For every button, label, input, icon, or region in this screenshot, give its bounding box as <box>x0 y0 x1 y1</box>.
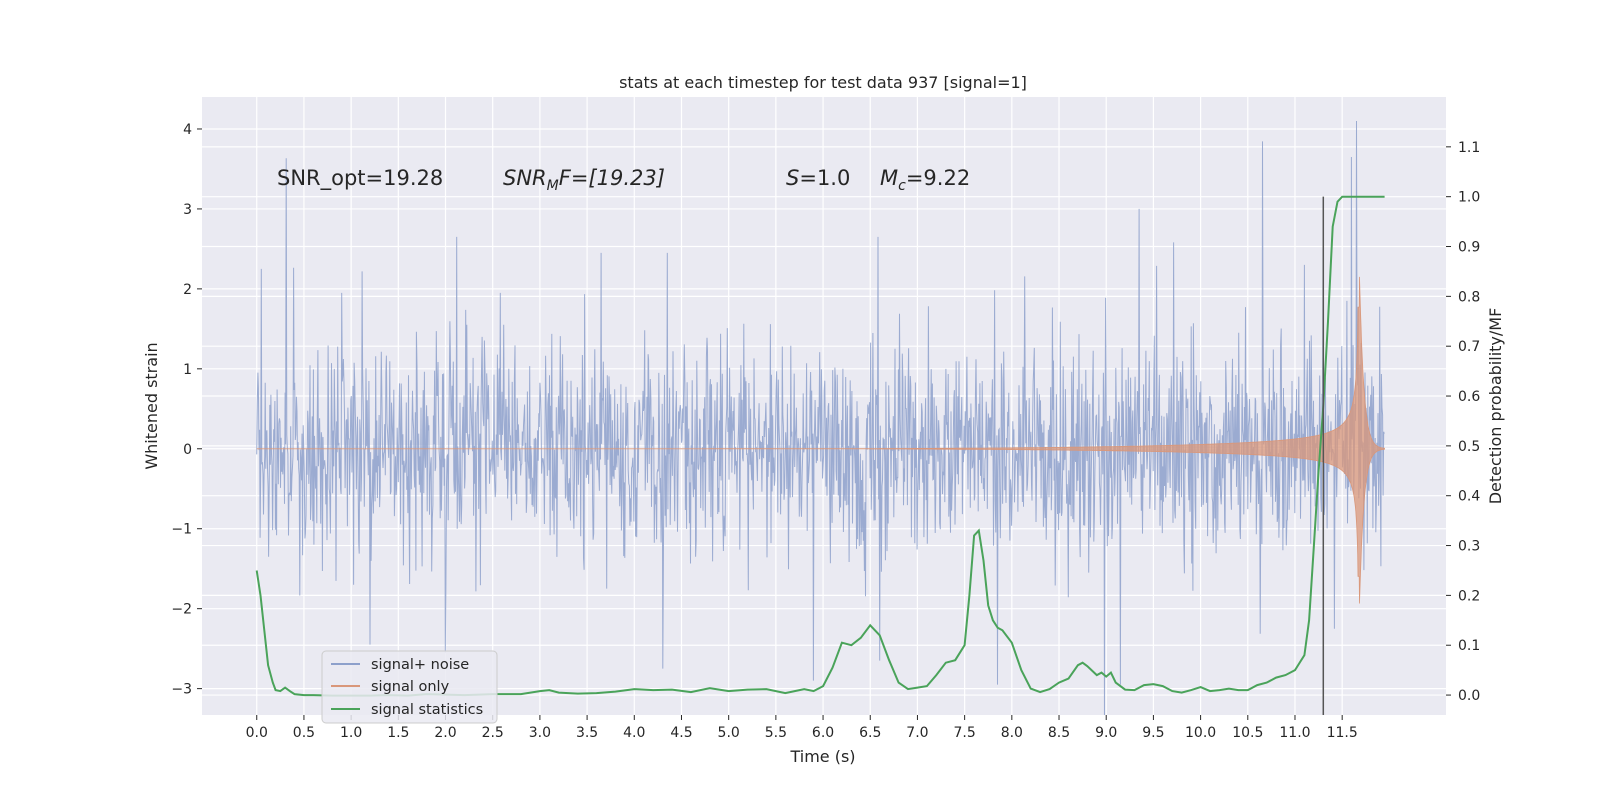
legend-label-signal-only: signal only <box>371 679 450 695</box>
annotation-mc: Mc=9.22 <box>880 166 970 194</box>
annotation-snr-mf-base: SNR <box>503 166 547 190</box>
x-tick-label: 1.5 <box>387 725 409 741</box>
chart-title: stats at each timestep for test data 937… <box>619 73 1027 92</box>
x-tick-label: 8.0 <box>1001 725 1023 741</box>
y-left-tick-label: 1 <box>183 362 192 378</box>
y-left-tick-label: −1 <box>171 522 192 538</box>
x-tick-label: 2.0 <box>434 725 456 741</box>
y-left-tick-label: 3 <box>183 202 192 218</box>
legend-label-signal-statistics: signal statistics <box>371 702 483 718</box>
y-left-tick-label: 0 <box>183 442 192 458</box>
y-right-tick-label: 1.1 <box>1458 140 1480 156</box>
y-right-tick-label: 0.8 <box>1458 289 1480 305</box>
annotation-mc-sub: c <box>898 178 906 194</box>
x-tick-label: 4.5 <box>670 725 692 741</box>
x-axis-label: Time (s) <box>789 747 855 766</box>
x-tick-label: 11.0 <box>1279 725 1310 741</box>
annotation-s-italic: S <box>786 166 799 190</box>
signal-only-envelope <box>256 276 1385 604</box>
x-tick-label: 8.5 <box>1048 725 1070 741</box>
y-right-tick-label: 1.0 <box>1458 190 1480 206</box>
annotation-s-rest: =1.0 <box>799 166 850 190</box>
y-right-tick-label: 0.4 <box>1458 489 1480 505</box>
y-axis-label-left: Whitened strain <box>142 342 161 469</box>
axis-ticks: 0.0 0.5 1.0 1.5 2.0 2.5 3.0 3.5 4.0 4.5 5.0 5.5 6.0 6… <box>171 122 1480 741</box>
y-right-tick-label: 0.9 <box>1458 240 1480 256</box>
x-tick-label: 0.5 <box>293 725 315 741</box>
x-tick-label: 0.0 <box>246 725 268 741</box>
y-right-tick-label: 0.7 <box>1458 339 1480 355</box>
x-tick-label: 3.0 <box>529 725 551 741</box>
x-tick-label: 9.0 <box>1095 725 1117 741</box>
annotation-mc-base: M <box>880 166 898 190</box>
y-right-tick-label: 0.3 <box>1458 539 1480 555</box>
x-tick-label: 5.5 <box>765 725 787 741</box>
annotation-s: S=1.0 <box>786 166 850 190</box>
x-tick-label: 10.0 <box>1185 725 1216 741</box>
x-tick-label: 6.0 <box>812 725 834 741</box>
y-left-tick-label: −2 <box>171 602 192 618</box>
y-right-tick-label: 0.1 <box>1458 638 1480 654</box>
annotations: SNR_opt=19.28 SNRMF=[19.23] S=1.0 Mc=9.2… <box>277 166 970 194</box>
legend-box <box>321 650 498 724</box>
y-right-tick-label: 0.0 <box>1458 688 1480 704</box>
x-tick-label: 4.0 <box>623 725 645 741</box>
x-tick-label: 9.5 <box>1142 725 1164 741</box>
grid-lines <box>202 97 1446 715</box>
x-tick-label: 2.5 <box>482 725 504 741</box>
x-tick-label: 3.5 <box>576 725 598 741</box>
legend-label-signal-noise: signal+ noise <box>371 657 469 673</box>
legend: signal+ noise signal only signal statist… <box>321 650 498 724</box>
signal-only-series <box>256 276 1385 604</box>
x-tick-label: 7.0 <box>906 725 928 741</box>
annotation-snr-mf: SNRMF=[19.23] <box>503 166 665 194</box>
y-right-tick-label: 0.6 <box>1458 389 1480 405</box>
x-tick-label: 10.5 <box>1232 725 1263 741</box>
x-tick-label: 6.5 <box>859 725 881 741</box>
annotation-snr-mf-rest: F=[19.23] <box>559 166 665 190</box>
y-right-tick-label: 0.2 <box>1458 588 1480 604</box>
annotation-mc-rest: =9.22 <box>906 166 970 190</box>
y-left-tick-label: 2 <box>183 282 192 298</box>
annotation-snr-opt: SNR_opt=19.28 <box>277 166 443 191</box>
annotation-snr-mf-sub: M <box>547 178 559 194</box>
y-right-tick-label: 0.5 <box>1458 439 1480 455</box>
y-left-tick-label: 4 <box>183 122 192 138</box>
y-left-tick-label: −3 <box>171 682 192 698</box>
y-axis-label-right: Detection probability/MF <box>1486 308 1505 505</box>
signal-noise-line <box>256 120 1385 715</box>
x-tick-label: 5.0 <box>718 725 740 741</box>
x-tick-label: 7.5 <box>954 725 976 741</box>
x-tick-label: 11.5 <box>1327 725 1358 741</box>
signal-noise-series <box>256 120 1385 715</box>
x-tick-label: 1.0 <box>340 725 362 741</box>
